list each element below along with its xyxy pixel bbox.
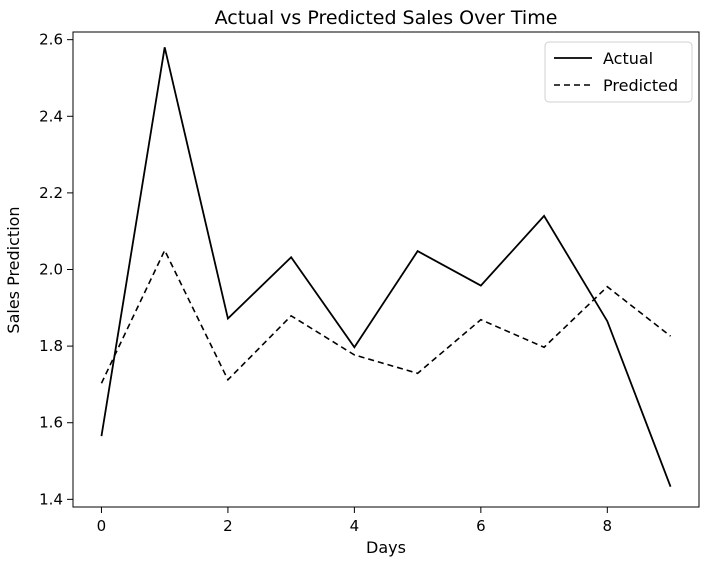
x-tick-label: 6 <box>476 517 486 535</box>
x-tick-label: 4 <box>350 517 360 535</box>
legend-label-predicted: Predicted <box>603 76 678 95</box>
x-axis-label: Days <box>366 538 406 557</box>
y-tick-label: 2.6 <box>39 31 63 49</box>
y-tick-label: 1.8 <box>39 337 63 355</box>
y-tick-label: 1.4 <box>39 490 63 508</box>
y-tick-label: 2.4 <box>39 107 63 125</box>
x-axis-ticks: 0 2 4 6 8 <box>97 507 612 535</box>
y-tick-label: 2.0 <box>39 261 63 279</box>
y-tick-label: 1.6 <box>39 414 63 432</box>
series-line-actual <box>100 47 672 488</box>
x-tick-label: 0 <box>97 517 107 535</box>
series-layer <box>100 47 672 488</box>
x-tick-label: 8 <box>603 517 613 535</box>
chart-title: Actual vs Predicted Sales Over Time <box>215 7 558 29</box>
legend-box <box>544 41 693 103</box>
y-axis-ticks: 1.4 1.6 1.8 2.0 2.2 2.4 2.6 <box>39 31 73 508</box>
legend: Actual Predicted <box>544 41 693 103</box>
y-tick-label: 2.2 <box>39 184 63 202</box>
legend-label-actual: Actual <box>603 49 653 68</box>
y-axis-label: Sales Prediction <box>4 206 23 333</box>
x-tick-label: 2 <box>223 517 233 535</box>
